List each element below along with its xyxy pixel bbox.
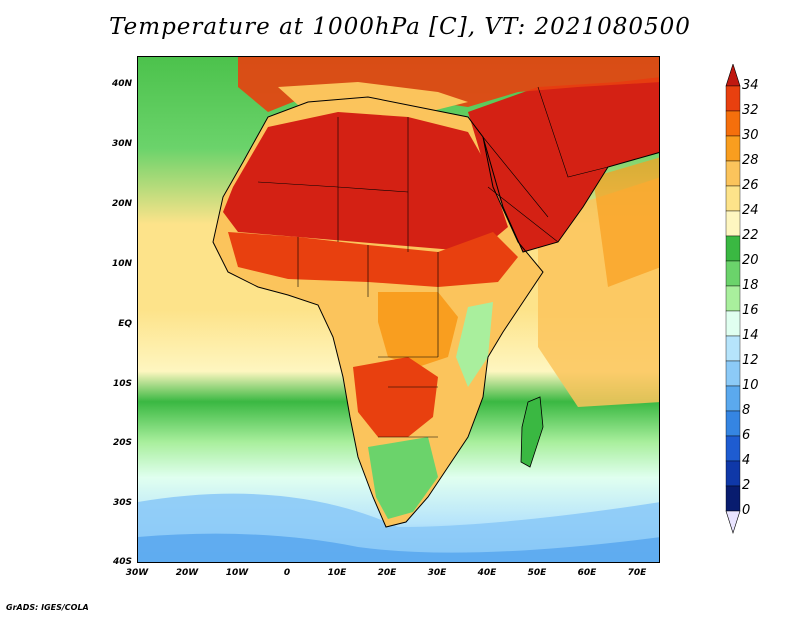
lon-label-40e: 40E: [477, 568, 497, 578]
colorbar-label: 16: [742, 303, 759, 318]
colorbar-label: 12: [742, 353, 759, 368]
colorbar: [725, 64, 741, 534]
lat-label-10n: 10N: [111, 259, 132, 269]
arabia-land-hot: [468, 77, 659, 252]
colorbar-label: 18: [742, 278, 759, 293]
colorbar-bottom-triangle: [725, 510, 741, 534]
colorbar-segment: [725, 460, 741, 487]
colorbar-segment: [725, 310, 741, 337]
colorbar-segment: [725, 135, 741, 162]
lon-label-50e: 50E: [527, 568, 547, 578]
colorbar-label: 10: [742, 378, 759, 393]
software-credit: GrADS: IGES/COLA: [6, 603, 89, 612]
mediterranean-sea: [278, 82, 468, 112]
lon-label-30w: 30W: [125, 568, 149, 578]
lat-label-20s: 20S: [112, 438, 132, 448]
colorbar-segments: [725, 64, 741, 534]
lon-label-20e: 20E: [377, 568, 397, 578]
lat-label-30s: 30S: [112, 498, 132, 508]
colorbar-segment: [725, 385, 741, 412]
east-africa-cool-region: [456, 302, 493, 387]
colorbar-label: 24: [742, 203, 759, 218]
colorbar-segment: [725, 110, 741, 137]
colorbar-label: 4: [742, 453, 751, 468]
lat-label-eq: EQ: [118, 319, 132, 329]
colorbar-label: 32: [742, 103, 759, 118]
sahara-hot-region: [223, 112, 508, 252]
madagascar-land: [520, 396, 544, 468]
arabia-coastline: [482, 136, 659, 253]
sahel-warm-band: [228, 232, 518, 287]
lat-label-30n: 30N: [111, 139, 132, 149]
arabian-sea-warm-region: [593, 157, 659, 287]
colorbar-segment: [725, 410, 741, 437]
africa-coastline: [212, 96, 544, 528]
colorbar-label: 34: [742, 78, 759, 93]
colorbar-label: 0: [742, 503, 751, 518]
lat-label-10s: 10S: [112, 379, 132, 389]
southern-africa-hot-region: [353, 357, 438, 437]
colorbar-segment: [725, 160, 741, 187]
colorbar-segment: [725, 435, 741, 462]
colorbar-segment: [725, 485, 741, 512]
lon-label-60e: 60E: [577, 568, 597, 578]
lon-label-20w: 20W: [175, 568, 199, 578]
colorbar-label: 2: [742, 478, 751, 493]
lon-label-10e: 10E: [327, 568, 347, 578]
lat-label-20n: 20N: [111, 199, 132, 209]
colorbar-segment: [725, 335, 741, 362]
temperature-field-map: [138, 57, 659, 562]
colorbar-segment: [725, 185, 741, 212]
country-borders: [257, 86, 609, 438]
lat-label-40n: 40N: [111, 79, 132, 89]
colorbar-label: 26: [742, 178, 759, 193]
central-africa-warm-region: [378, 292, 458, 367]
colorbar-label: 14: [742, 328, 759, 343]
lat-label-40s: 40S: [112, 557, 132, 567]
lon-label-0: 0: [283, 568, 291, 578]
colorbar-label: 6: [742, 428, 751, 443]
southern-africa-cool-region: [368, 437, 438, 519]
map-title: Temperature at 1000hPa [C], VT: 20210805…: [109, 14, 691, 40]
colorbar-segment: [725, 85, 741, 112]
lon-label-10w: 10W: [225, 568, 249, 578]
map-plot-area: [137, 56, 660, 563]
colorbar-top-triangle: [725, 64, 741, 87]
colorbar-segment: [725, 235, 741, 262]
lon-label-70e: 70E: [627, 568, 647, 578]
colorbar-segment: [725, 260, 741, 287]
europe-land-warm: [238, 57, 659, 112]
southern-ocean-cold-region: [138, 533, 659, 562]
colorbar-label: 22: [742, 228, 759, 243]
colorbar-label: 20: [742, 253, 759, 268]
colorbar-segment: [725, 285, 741, 312]
colorbar-label: 8: [742, 403, 751, 418]
colorbar-label: 28: [742, 153, 759, 168]
colorbar-segment: [725, 360, 741, 387]
lon-label-30e: 30E: [427, 568, 447, 578]
colorbar-segment: [725, 210, 741, 237]
colorbar-label: 30: [742, 128, 759, 143]
